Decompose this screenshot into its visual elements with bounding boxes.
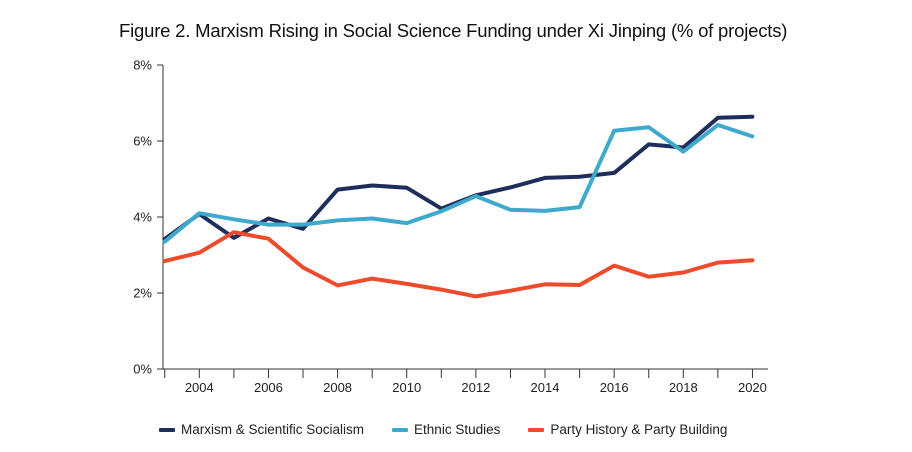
x-tick-label: 2008: [323, 380, 352, 395]
x-tick-label: 2004: [185, 380, 214, 395]
legend-item: Party History & Party Building: [528, 422, 727, 437]
series-line-2: [162, 123, 755, 244]
legend-label: Marxism & Scientific Socialism: [181, 422, 365, 437]
x-tick-label: 2006: [254, 380, 283, 395]
legend-label: Ethnic Studies: [414, 422, 501, 437]
x-tick-label: 2010: [392, 380, 421, 395]
x-tick-label: 2016: [600, 380, 629, 395]
legend-label: Party History & Party Building: [550, 422, 728, 437]
legend-item: Ethnic Studies: [392, 422, 500, 437]
y-tick-label: 4%: [133, 210, 152, 225]
series-line-3: [162, 230, 755, 299]
x-tick-label: 2020: [738, 380, 767, 395]
x-tick-label: 2012: [461, 380, 490, 395]
legend-swatch: [392, 427, 409, 432]
chart-title: Figure 2. Marxism Rising in Social Scien…: [119, 20, 788, 41]
chart-legend: Marxism & Scientific Socialism Ethnic Stu…: [159, 422, 755, 437]
y-tick-label: 8%: [133, 58, 152, 73]
legend-swatch: [159, 427, 175, 432]
x-tick-label: 2018: [669, 380, 698, 395]
y-tick-label: 6%: [133, 134, 152, 149]
y-tick-label: 0%: [133, 362, 152, 377]
legend-item: Marxism & Scientific Socialism: [159, 422, 364, 437]
x-tick-label: 2014: [531, 380, 560, 395]
y-tick-label: 2%: [133, 286, 152, 301]
legend-swatch: [528, 427, 545, 432]
